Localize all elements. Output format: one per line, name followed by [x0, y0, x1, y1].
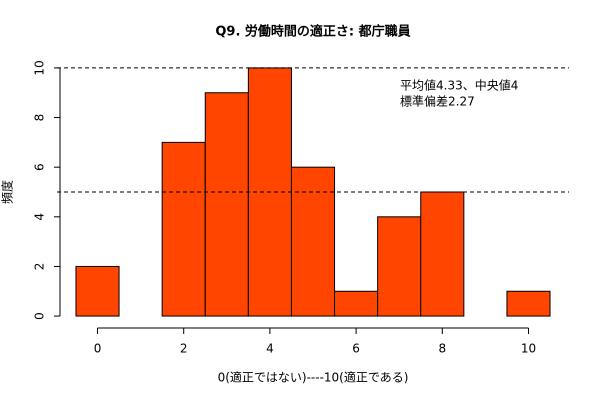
bar [204, 92, 249, 317]
x-tick-label: 2 [180, 342, 188, 356]
bar [420, 191, 465, 317]
x-tick-label: 4 [266, 342, 274, 356]
y-tick-label: 10 [33, 60, 47, 75]
bar [334, 290, 379, 317]
x-tick-label: 10 [521, 342, 536, 356]
y-tick-label: 6 [33, 163, 47, 171]
bar [75, 265, 120, 317]
x-tick-label: 0 [94, 342, 102, 356]
chart-title: Q9. 労働時間の適正さ: 都庁職員 [215, 24, 410, 40]
y-tick-label: 8 [33, 114, 47, 122]
y-tick-label: 4 [33, 213, 47, 221]
x-tick-label: 6 [352, 342, 360, 356]
x-axis-label: 0(適正ではない)----10(適正である) [218, 370, 409, 385]
annotation: 標準偏差2.27 [400, 94, 475, 109]
y-tick-label: 2 [33, 263, 47, 271]
bar [161, 141, 206, 317]
bar [506, 290, 551, 317]
y-tick-label: 0 [33, 312, 47, 320]
annotation: 平均値4.33、中央値4 [400, 78, 518, 93]
bar [290, 166, 336, 317]
bar [377, 216, 422, 317]
x-tick-label: 8 [438, 342, 446, 356]
y-axis-label: 頻度 [0, 180, 15, 204]
